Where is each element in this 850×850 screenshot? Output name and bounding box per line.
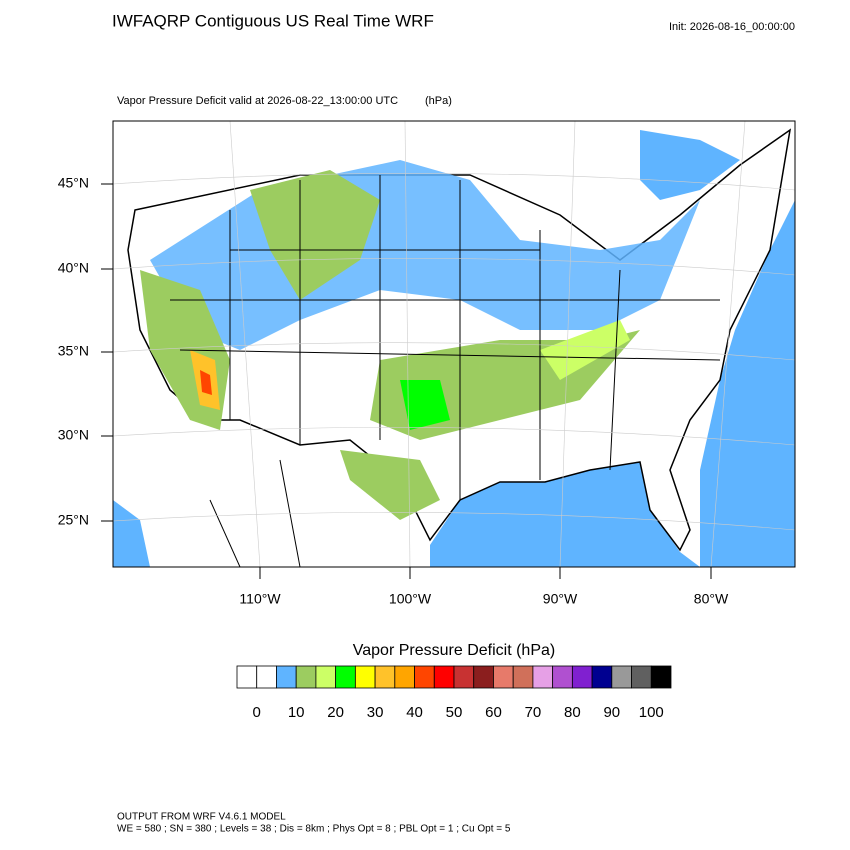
colorbar-label: 40 [406, 704, 423, 721]
colorbar-label: 80 [564, 704, 581, 721]
vpd-15-region [250, 170, 380, 300]
color-box [394, 665, 415, 689]
lat-label: 35°N [58, 343, 89, 359]
colorbar-title: Vapor Pressure Deficit (hPa) [353, 642, 555, 659]
color-box [650, 665, 672, 689]
colorbar-label: 20 [327, 704, 344, 721]
color-box [611, 665, 632, 689]
colorbar-label: 100 [639, 704, 664, 721]
colorbar-label: 70 [525, 704, 542, 721]
color-box [236, 665, 258, 689]
lat-label: 45°N [58, 175, 89, 191]
color-box [591, 665, 613, 689]
lat-label: 30°N [58, 427, 89, 443]
color-box [256, 665, 277, 689]
color-box [295, 665, 317, 689]
color-box [552, 665, 573, 689]
gulf-of-mexico [430, 462, 700, 567]
colorbar-label: 60 [485, 704, 502, 721]
borders [170, 175, 721, 567]
colorbar-label: 90 [603, 704, 620, 721]
map: 45°N 40°N 35°N 30°N 25°N 110°W 100°W 90°W 80°W [58, 120, 796, 607]
lon-label: 100°W [389, 591, 432, 607]
subtitle: Vapor Pressure Deficit valid at 2026-08-… [117, 95, 398, 107]
color-box [414, 665, 435, 689]
color-box [631, 665, 652, 689]
map-frame [112, 120, 796, 568]
atlantic [700, 200, 795, 567]
graticule [113, 121, 795, 567]
colorbar-label: 50 [446, 704, 463, 721]
title: IWFAQRP Contiguous US Real Time WRF [112, 11, 434, 30]
color-box [571, 665, 593, 689]
color-box [315, 665, 337, 689]
colorbar-label: 10 [288, 704, 305, 721]
color-box [335, 665, 356, 689]
init-time: Init: 2026-08-16_00:00:00 [669, 21, 795, 33]
color-box [512, 665, 534, 689]
lat-axis: 45°N 40°N 35°N 30°N 25°N [58, 175, 113, 528]
colorbar-label: 0 [253, 704, 261, 721]
colorbar-label: 30 [367, 704, 384, 721]
vpd-45-desert [200, 370, 212, 395]
color-box [354, 665, 376, 689]
color-box [433, 665, 455, 689]
colorbar: 0 10 20 30 40 50 60 70 80 90 100 [236, 665, 672, 721]
color-box [473, 665, 494, 689]
color-box [276, 665, 297, 689]
lat-label: 40°N [58, 260, 89, 276]
lon-label: 80°W [694, 591, 729, 607]
color-box [493, 665, 514, 689]
canada-blue [640, 130, 740, 200]
vpd-25-texas [400, 380, 450, 430]
lon-label: 110°W [239, 591, 281, 607]
footer-line: WE = 580 ; SN = 380 ; Levels = 38 ; Dis … [117, 824, 511, 835]
lon-label: 90°W [543, 591, 578, 607]
footer-line: OUTPUT FROM WRF V4.6.1 MODEL [117, 812, 286, 823]
pacific-blue [113, 500, 150, 567]
color-box [532, 665, 554, 689]
vpd-15-mexico [340, 450, 440, 520]
vpd-20-east [540, 320, 630, 380]
lon-axis: 110°W 100°W 90°W 80°W [239, 567, 729, 607]
color-box [374, 665, 396, 689]
units: (hPa) [425, 95, 452, 107]
color-box [453, 665, 475, 689]
lat-label: 25°N [58, 512, 89, 528]
